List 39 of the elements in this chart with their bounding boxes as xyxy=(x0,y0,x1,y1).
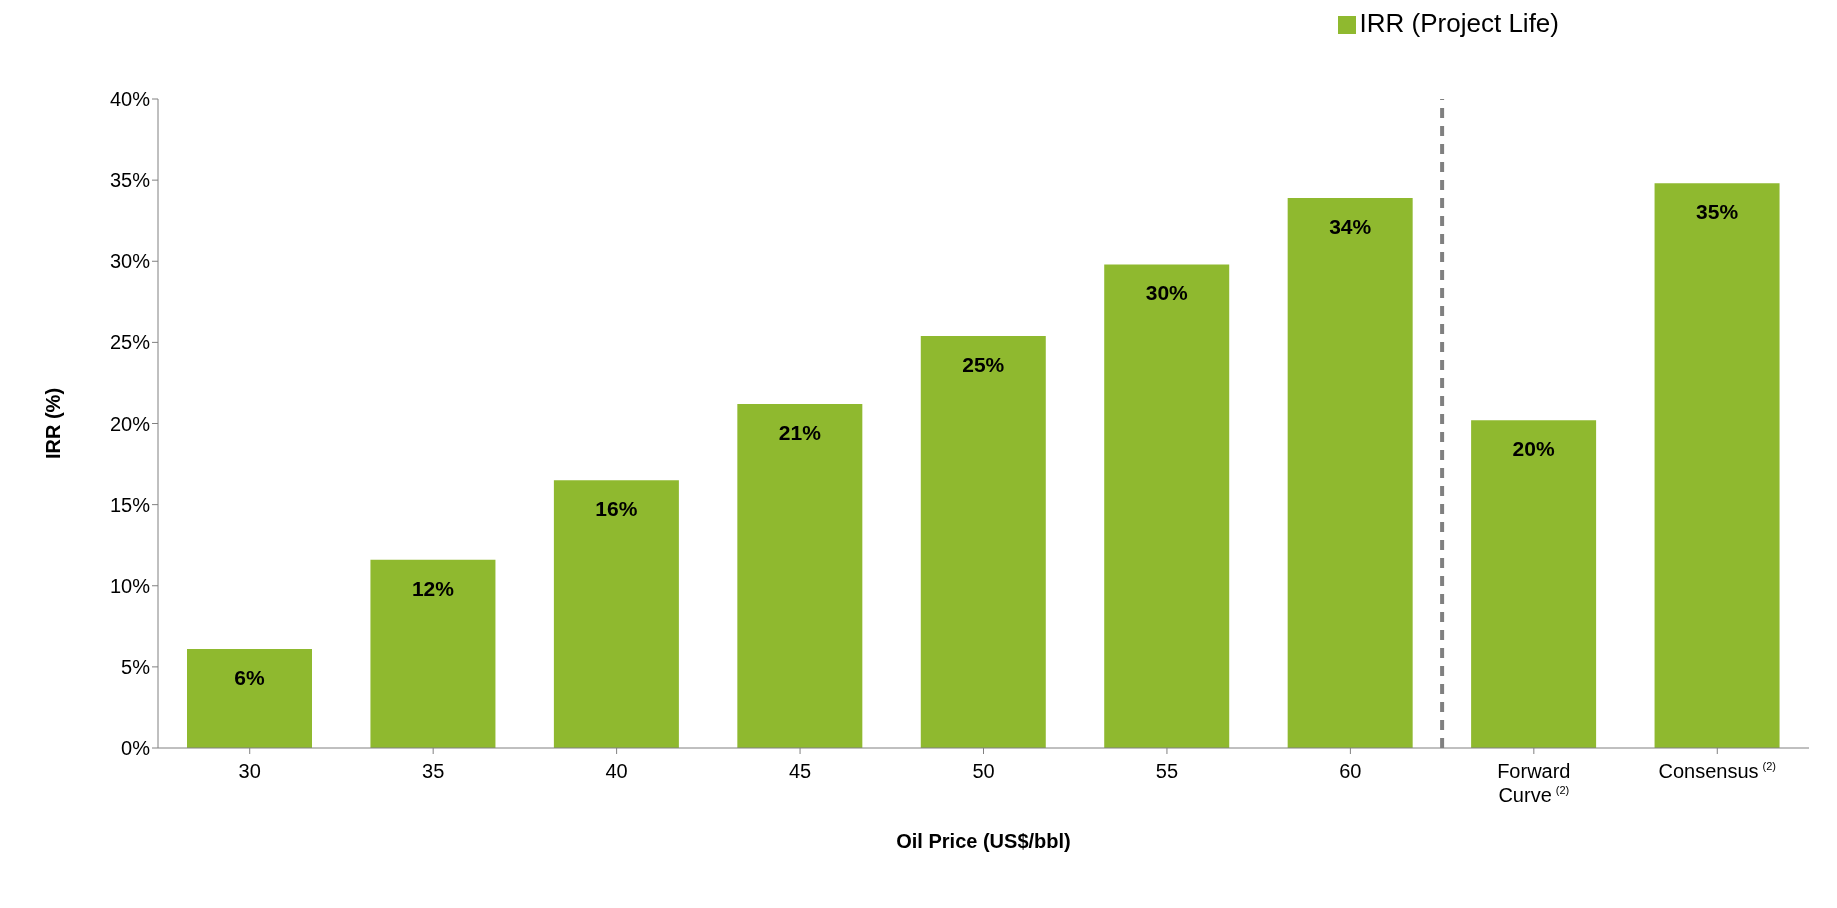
y-tick-label: 20% xyxy=(109,412,151,435)
y-tick-label: 0% xyxy=(121,737,151,760)
bar xyxy=(553,480,679,748)
data-label: 6% xyxy=(234,666,265,690)
data-label: 35% xyxy=(1696,200,1739,224)
data-label: 16% xyxy=(595,497,638,521)
bar xyxy=(187,649,312,748)
x-axis-title: Oil Price (US$/bbl) xyxy=(896,830,1071,852)
bar xyxy=(737,404,863,748)
y-tick-label: 5% xyxy=(121,655,151,678)
x-tick-label: Forward Curve$^{(2)}$ xyxy=(1497,760,1571,806)
y-tick-label: 25% xyxy=(109,331,151,354)
x-tick-label: 50 xyxy=(972,760,995,782)
data-label: 21% xyxy=(778,421,822,445)
x-tick-label: Consensus$^{(2)}$ xyxy=(1658,760,1777,782)
x-tick-label: 60 xyxy=(1339,760,1362,782)
bar xyxy=(1104,264,1230,748)
legend-label: IRR (Project Life) xyxy=(1359,8,1559,38)
bar xyxy=(370,559,496,748)
data-label: 12% xyxy=(411,576,455,600)
x-tick-label: 30 xyxy=(238,760,261,782)
data-label: 25% xyxy=(962,352,1005,376)
bar xyxy=(1654,183,1780,748)
x-tick-label: 40 xyxy=(605,760,628,782)
bar xyxy=(1287,197,1413,748)
y-tick-label: 35% xyxy=(109,169,151,192)
y-axis-title: IRR (%) xyxy=(42,387,65,460)
y-tick-label: 10% xyxy=(109,574,151,597)
data-label: 30% xyxy=(1145,281,1189,305)
y-tick-label: 30% xyxy=(109,250,151,273)
x-tick-label: 35 xyxy=(422,760,445,782)
x-tick-label: 55 xyxy=(1155,760,1179,782)
bar xyxy=(920,335,1046,748)
y-tick-label: 15% xyxy=(109,493,151,516)
y-tick-label: 40% xyxy=(109,88,151,111)
data-label: 20% xyxy=(1512,437,1555,461)
bar xyxy=(1471,420,1597,748)
x-tick-label: 45 xyxy=(788,760,812,782)
data-label: 34% xyxy=(1329,214,1372,238)
